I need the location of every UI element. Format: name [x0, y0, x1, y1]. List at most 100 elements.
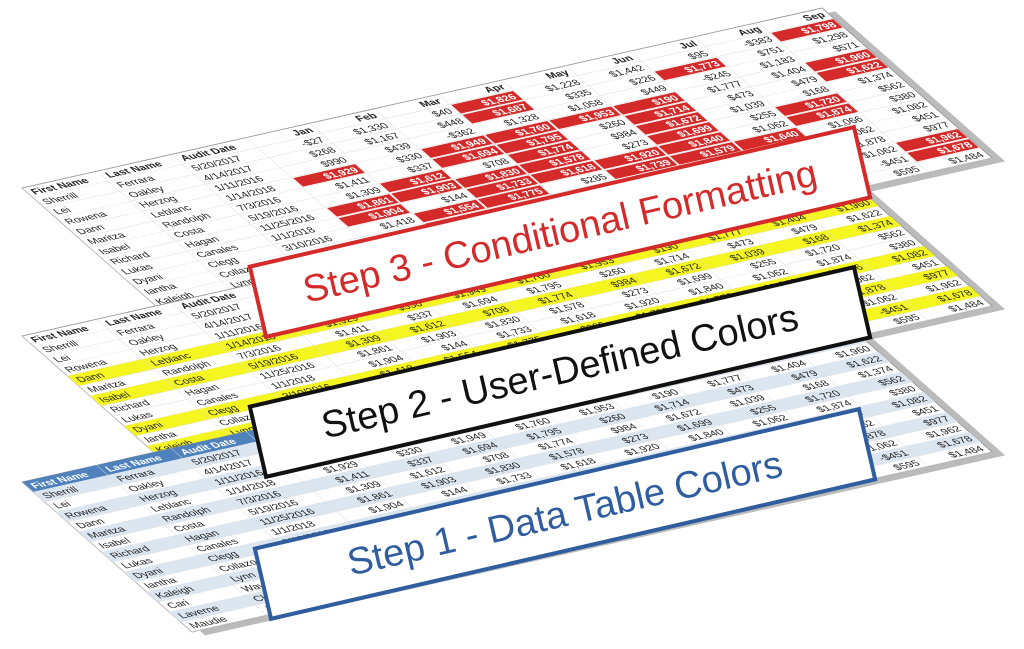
cell-border	[592, 159, 605, 171]
cell-border	[343, 153, 356, 164]
cell-border	[750, 234, 763, 245]
cell-border	[784, 116, 797, 127]
cell-border	[825, 230, 838, 241]
cell-border	[464, 188, 477, 199]
cell-border	[232, 585, 245, 596]
cell-border	[501, 79, 514, 91]
cell-border	[325, 207, 337, 218]
cell-border	[164, 379, 177, 390]
cell-border	[430, 452, 443, 463]
cell-border	[153, 515, 165, 526]
cell-border	[325, 501, 337, 512]
cell-border	[441, 316, 454, 327]
column-header: Feb	[353, 111, 381, 123]
cell-border	[622, 263, 635, 274]
row-border	[78, 205, 879, 387]
cell-border	[905, 446, 917, 457]
cell-border	[377, 477, 390, 488]
cell-border	[505, 154, 518, 165]
cell-border	[761, 244, 774, 255]
cell-border	[483, 134, 495, 145]
cell-border	[547, 413, 559, 425]
cell-highlight	[605, 156, 678, 180]
row-border	[112, 87, 913, 269]
cell-border	[848, 396, 861, 407]
cell-highlight	[771, 18, 843, 42]
cell-border	[795, 126, 808, 137]
cell-border	[175, 535, 188, 546]
cell-border	[686, 249, 699, 260]
cell-border	[645, 283, 657, 294]
cell-border	[709, 415, 721, 426]
cell-border	[239, 362, 251, 373]
cell-border	[389, 341, 401, 352]
cell-border	[209, 271, 222, 282]
cell-border	[464, 482, 477, 493]
cell-border	[460, 114, 473, 125]
cell-border	[697, 259, 710, 270]
cell-highlight	[293, 164, 365, 187]
cell-border	[21, 481, 34, 493]
cell-border	[871, 270, 883, 281]
cell-border	[859, 260, 872, 271]
cell-border	[55, 365, 68, 377]
cell-border	[366, 467, 379, 478]
cell-border	[535, 109, 548, 121]
cell-border	[182, 312, 195, 323]
cell-highlight	[669, 142, 742, 165]
cell-border	[171, 448, 183, 459]
cell-border	[494, 438, 507, 449]
cell-highlight	[477, 185, 550, 208]
cell-border	[528, 174, 541, 185]
cell-border	[112, 561, 125, 573]
cell-highlight	[462, 100, 535, 124]
cell-border	[44, 501, 57, 513]
cell-border	[130, 201, 143, 212]
cell-border	[686, 395, 699, 406]
cell-highlight	[658, 132, 731, 155]
cell-border	[871, 416, 883, 427]
cell-border	[209, 565, 222, 576]
cell-border	[517, 312, 529, 323]
cell-border	[569, 287, 582, 299]
cell-highlight	[816, 58, 889, 82]
cell-border	[814, 220, 827, 231]
cell-border	[441, 168, 454, 179]
cell-text: $40	[429, 107, 456, 119]
cell-border	[603, 169, 616, 181]
cell-border	[141, 505, 154, 516]
cell-highlight	[451, 90, 523, 114]
cell-border	[483, 428, 495, 439]
cell-border	[709, 121, 721, 132]
cell-highlight	[466, 175, 539, 198]
cell-border	[255, 605, 267, 616]
cell-border	[313, 491, 326, 502]
cell-border	[784, 410, 797, 421]
cell-border	[761, 390, 774, 401]
cell-border	[239, 508, 251, 519]
cell-border	[205, 332, 217, 343]
cell-border	[198, 409, 211, 420]
cell-highlight	[530, 160, 603, 184]
cell-border	[663, 81, 676, 92]
cell-border	[107, 181, 120, 192]
cell-border	[825, 82, 838, 93]
cell-border	[175, 241, 188, 252]
cell-border	[396, 128, 409, 139]
cell-border	[814, 72, 827, 83]
cell-border	[205, 478, 217, 489]
cell-border	[739, 370, 751, 381]
cell-highlight	[496, 130, 569, 154]
cell-border	[198, 555, 211, 566]
cell-border	[332, 143, 345, 154]
cell-highlight	[775, 93, 847, 116]
cell-border	[257, 147, 269, 158]
cell-border	[675, 91, 687, 102]
cell-border	[464, 336, 477, 347]
column-header: May	[543, 68, 573, 81]
cell-border	[430, 306, 443, 317]
cell-border	[656, 293, 669, 304]
cell-border	[216, 488, 229, 499]
cell-border	[611, 399, 623, 410]
cell-border	[302, 187, 315, 198]
